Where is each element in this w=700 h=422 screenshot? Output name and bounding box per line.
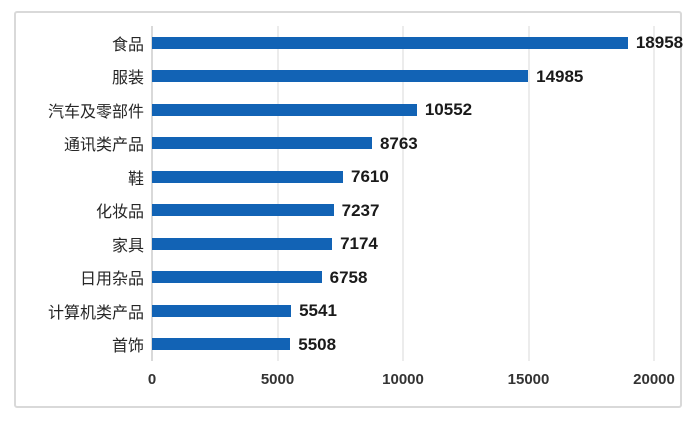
- bar-track: 18958: [152, 26, 683, 60]
- value-label: 7174: [340, 234, 378, 254]
- bar-track: 6758: [152, 261, 654, 295]
- bar-track: 10552: [152, 93, 654, 127]
- category-label: 鞋: [127, 170, 144, 188]
- bar: [152, 304, 292, 317]
- bar: [152, 137, 372, 150]
- bar-row: 首饰 5508: [16, 328, 654, 362]
- bar-track: 7610: [152, 160, 654, 194]
- bar-row: 计算机类产品 5541: [16, 294, 654, 328]
- bar-track: 5541: [152, 294, 654, 328]
- value-label: 18958: [635, 33, 684, 53]
- plot-area: 食品 18958 服装 14985 汽车及零部件 10552 通讯类产品 8763 鞋 7610 化…: [16, 13, 683, 406]
- bar: [152, 170, 343, 183]
- bar: [152, 70, 529, 83]
- x-axis-tick-label: 5000: [260, 371, 295, 388]
- category-label: 食品: [111, 36, 144, 54]
- gridlines: [151, 26, 655, 361]
- bar-track: 14985: [152, 60, 654, 94]
- y-axis-line: [151, 26, 153, 361]
- category-label: 汽车及零部件: [47, 103, 144, 121]
- x-axis-tick-label: 15000: [507, 371, 550, 388]
- bar-track: 7174: [152, 227, 654, 261]
- x-axis: 0 5000 10000 15000 20000: [148, 371, 675, 395]
- value-label: 5508: [298, 334, 337, 354]
- bar: [152, 271, 322, 284]
- gridline: [528, 26, 529, 361]
- chart-frame: 食品 18958 服装 14985 汽车及零部件 10552 通讯类产品 8763 鞋 7610 化…: [14, 11, 683, 408]
- value-label: 7237: [341, 200, 380, 220]
- category-label: 日用杂品: [79, 271, 144, 289]
- bar-row: 通讯类产品 8763: [16, 127, 654, 161]
- value-label: 5541: [299, 301, 337, 321]
- bar-row: 化妆品 7237: [16, 194, 654, 228]
- x-axis-tick-label: 10000: [382, 371, 424, 388]
- bar-row: 服装 14985: [16, 60, 654, 94]
- gridline: [653, 26, 655, 361]
- category-label: 家具: [111, 237, 144, 255]
- category-label: 通讯类产品: [63, 137, 144, 155]
- bar-track: 7237: [152, 194, 654, 228]
- bar: [152, 237, 333, 250]
- value-label: 6758: [329, 267, 368, 287]
- category-label: 计算机类产品: [47, 304, 144, 322]
- bar-row: 食品 18958: [16, 26, 683, 60]
- bar-track: 5508: [152, 328, 654, 362]
- x-axis-tick-label: 20000: [633, 371, 675, 388]
- bar: [152, 103, 417, 116]
- value-label: 10552: [424, 100, 473, 120]
- category-label: 化妆品: [95, 204, 144, 222]
- value-label: 8763: [379, 133, 418, 153]
- bar-row: 家具 7174: [16, 227, 654, 261]
- category-label: 首饰: [111, 338, 144, 356]
- x-axis-tick-label: 0: [147, 371, 157, 388]
- gridline: [402, 26, 404, 361]
- bar-rows: 食品 18958 服装 14985 汽车及零部件 10552 通讯类产品 8763 鞋 7610 化…: [16, 26, 683, 362]
- category-label: 服装: [111, 70, 144, 88]
- bar-track: 8763: [152, 127, 654, 161]
- value-label: 14985: [536, 66, 584, 86]
- bar-row: 汽车及零部件 10552: [16, 93, 654, 127]
- bar: [152, 36, 628, 49]
- bar: [152, 338, 291, 351]
- gridline: [277, 26, 278, 361]
- bar: [152, 204, 334, 217]
- bar-row: 日用杂品 6758: [16, 261, 654, 295]
- bar-row: 鞋 7610: [16, 160, 654, 194]
- value-label: 7610: [351, 167, 389, 187]
